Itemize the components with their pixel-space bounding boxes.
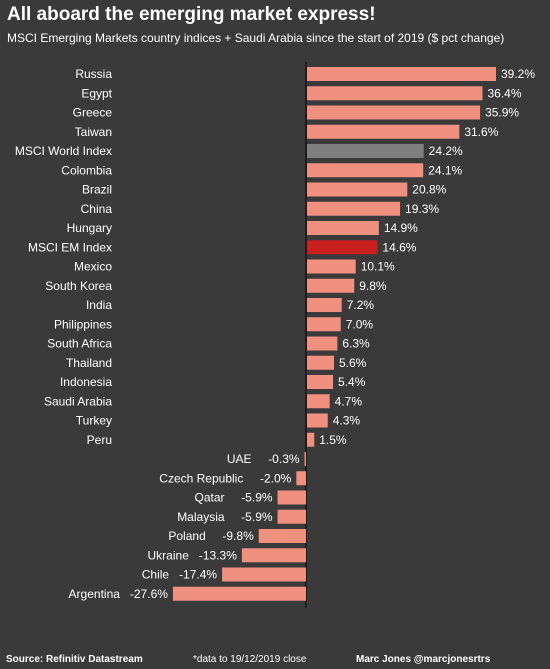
value-label-mexico: 10.1% (361, 260, 395, 274)
footer: Source: Refinitiv Datastream *data to 19… (0, 650, 550, 669)
source-note: Source: Refinitiv Datastream (6, 654, 143, 665)
value-label-msci-em-index: 14.6% (382, 240, 416, 254)
value-label-colombia: 24.1% (428, 163, 462, 177)
bar-philippines (307, 317, 341, 332)
category-label-uae: UAE (227, 452, 252, 466)
author-credit: Marc Jones @marcjonesrtrs (356, 654, 491, 665)
bar-mexico (307, 259, 356, 274)
category-label-mexico: Mexico (74, 260, 112, 274)
category-label-peru: Peru (87, 433, 112, 447)
bar-hungary (307, 221, 379, 235)
bar-turkey (307, 413, 328, 428)
data-date-note: *data to 19/12/2019 close (193, 654, 307, 665)
bar-chile (222, 567, 306, 582)
value-label-turkey: 4.3% (333, 414, 361, 428)
category-label-msci-world-index: MSCI World Index (15, 144, 112, 158)
chart-title: All aboard the emerging market express! (7, 4, 376, 25)
value-label-saudi-arabia: 4.7% (335, 394, 363, 408)
value-label-china: 19.3% (405, 202, 439, 216)
bar-czech-republic (296, 471, 306, 486)
category-label-poland: Poland (168, 529, 205, 543)
category-label-qatar: Qatar (195, 491, 225, 505)
value-label-argentina: -27.6% (130, 587, 168, 601)
value-label-malaysia: -5.9% (241, 510, 273, 524)
value-label-philippines: 7.0% (346, 317, 374, 331)
value-label-czech-republic: -2.0% (260, 471, 292, 485)
bar-south-korea (307, 278, 355, 293)
value-label-thailand: 5.6% (339, 356, 367, 370)
bar-chart: Russia 39.2% Egypt 36.4% Greece 35.9% Taiwan 31… (15, 62, 535, 608)
value-label-russia: 39.2% (501, 67, 535, 81)
chart-subtitle: MSCI Emerging Markets country indices + … (7, 31, 505, 45)
bar-argentina (172, 586, 306, 601)
category-label-thailand: Thailand (66, 356, 112, 370)
bar-uae (304, 452, 306, 466)
bar-peru (307, 432, 315, 447)
value-label-greece: 35.9% (485, 106, 519, 120)
value-label-taiwan: 31.6% (464, 125, 498, 139)
bar-taiwan (307, 124, 460, 139)
value-label-qatar: -5.9% (241, 491, 273, 505)
category-label-malaysia: Malaysia (177, 510, 225, 524)
category-label-colombia: Colombia (61, 163, 112, 177)
bar-msci-world-index (307, 144, 424, 158)
bar-saudi-arabia (307, 394, 330, 409)
value-label-brazil: 20.8% (412, 183, 446, 197)
bar-india (307, 298, 342, 312)
category-label-russia: Russia (75, 67, 112, 81)
category-label-south-korea: South Korea (45, 279, 112, 293)
value-label-egypt: 36.4% (488, 86, 522, 100)
bar-ukraine (241, 548, 306, 563)
category-label-china: China (81, 202, 113, 216)
value-label-poland: -9.8% (222, 529, 254, 543)
category-label-turkey: Turkey (76, 414, 112, 428)
bar-greece (307, 105, 481, 120)
bar-msci-em-index (307, 240, 378, 255)
value-label-uae: -0.3% (268, 452, 300, 466)
category-label-czech-republic: Czech Republic (159, 471, 243, 485)
value-label-hungary: 14.9% (384, 221, 418, 235)
bar-russia (307, 67, 496, 81)
category-label-saudi-arabia: Saudi Arabia (44, 394, 112, 408)
bar-china (307, 201, 401, 216)
category-label-brazil: Brazil (82, 183, 112, 197)
category-label-msci-em-index: MSCI EM Index (28, 240, 112, 254)
bar-egypt (307, 86, 483, 101)
value-label-chile: -17.4% (179, 568, 217, 582)
bar-south-africa (307, 336, 338, 351)
bar-indonesia (307, 375, 334, 389)
category-label-hungary: Hungary (67, 221, 112, 235)
bar-qatar (277, 490, 306, 505)
value-label-msci-world-index: 24.2% (429, 144, 463, 158)
value-label-india: 7.2% (347, 298, 375, 312)
value-label-peru: 1.5% (319, 433, 347, 447)
bar-thailand (307, 355, 334, 370)
bar-poland (258, 529, 306, 543)
value-label-south-korea: 9.8% (359, 279, 387, 293)
category-label-taiwan: Taiwan (75, 125, 112, 139)
value-label-south-africa: 6.3% (342, 337, 370, 351)
category-label-philippines: Philippines (54, 317, 112, 331)
bar-malaysia (277, 509, 306, 524)
bar-colombia (307, 163, 424, 178)
category-label-argentina: Argentina (69, 587, 121, 601)
category-label-india: India (86, 298, 112, 312)
category-label-south-africa: South Africa (47, 337, 112, 351)
bar-brazil (307, 182, 408, 197)
category-label-indonesia: Indonesia (60, 375, 112, 389)
category-label-egypt: Egypt (81, 86, 112, 100)
value-label-ukraine: -13.3% (199, 548, 237, 562)
category-label-greece: Greece (73, 106, 113, 120)
value-label-indonesia: 5.4% (338, 375, 366, 389)
category-label-ukraine: Ukraine (148, 548, 190, 562)
category-label-chile: Chile (142, 568, 170, 582)
